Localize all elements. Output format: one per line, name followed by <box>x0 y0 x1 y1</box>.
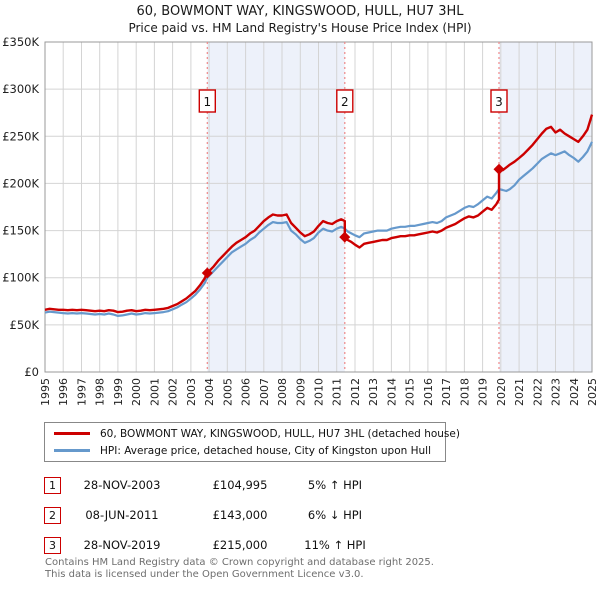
sale-marker <box>339 231 351 243</box>
y-axis-tick-label: £100K <box>2 271 39 285</box>
hpi-average-price-line <box>44 141 593 317</box>
x-axis-tick-label: 2014 <box>385 378 398 406</box>
x-axis-tick-label: 2005 <box>221 378 234 406</box>
sale-hpi-delta: 6% ↓ HPI <box>307 508 363 522</box>
price-history-chart: 1 2 3 £0 £50K £100K £150K £200K £250K £300K £350K 1… <box>2 35 599 406</box>
sale-hpi-delta: 11% ↑ HPI <box>304 538 366 552</box>
sale-number-box <box>490 89 508 113</box>
sale-price: £215,000 <box>212 538 268 552</box>
x-axis-tick-label: 2015 <box>404 378 417 406</box>
sale-number-badge: 1 <box>44 477 61 494</box>
x-axis-tick-label: 2018 <box>458 378 471 406</box>
x-axis-tick-label: 2013 <box>367 378 380 406</box>
x-axis-tick-label: 2021 <box>513 378 526 406</box>
x-axis-tick-label: 1995 <box>39 378 52 406</box>
x-axis-tick-label: 2004 <box>203 378 216 406</box>
legend-label: 60, BOWMONT WAY, KINGSWOOD, HULL, HU7 3H… <box>100 427 460 440</box>
footer-line-1: Contains HM Land Registry data © Crown c… <box>45 557 434 568</box>
y-axis-tick-label: £300K <box>2 82 39 96</box>
x-axis-tick-label: 1999 <box>112 378 125 406</box>
sale-price: £104,995 <box>212 478 268 492</box>
x-axis-tick-label: 2002 <box>167 378 180 406</box>
sale-number-box-label: 3 <box>495 95 503 109</box>
sale-marker <box>201 267 213 279</box>
hpi-shaded-band <box>499 42 592 372</box>
legend-swatch-property-line <box>54 432 90 435</box>
sale-row: 2 08-JUN-2011 £143,000 6% ↓ HPI <box>44 507 464 524</box>
chart-legend: 60, BOWMONT WAY, KINGSWOOD, HULL, HU7 3H… <box>44 422 460 462</box>
x-axis-tick-label: 2008 <box>276 378 289 406</box>
x-axis-tick-label: 2022 <box>531 378 544 406</box>
y-axis-tick-label: £0 <box>24 365 39 379</box>
x-axis-tick-label: 2011 <box>331 378 344 406</box>
footer-line-2: This data is licensed under the Open Gov… <box>45 568 364 580</box>
sale-number-box <box>336 89 354 113</box>
x-axis-tick-label: 2006 <box>240 378 253 406</box>
x-axis-tick-label: 2016 <box>422 378 435 406</box>
x-axis-tick-label: 2017 <box>440 378 453 406</box>
x-axis-tick-label: 2023 <box>550 378 563 406</box>
x-axis-tick-label: 1997 <box>76 378 89 406</box>
x-axis-tick-label: 1998 <box>94 378 107 406</box>
legend-item: HPI: Average price, detached house, City… <box>45 444 445 458</box>
sale-marker <box>493 163 505 175</box>
sale-date: 08-JUN-2011 <box>85 508 159 522</box>
legend-swatch-hpi-line <box>54 449 90 452</box>
sale-date: 28-NOV-2003 <box>83 478 161 492</box>
x-axis-tick-label: 2020 <box>495 378 508 406</box>
plot-frame <box>44 41 593 373</box>
y-axis-tick-label: £250K <box>2 129 39 143</box>
hpi-shaded-band <box>207 42 345 372</box>
x-axis-tick-label: 2019 <box>477 378 490 406</box>
x-axis-tick-label: 2025 <box>586 378 599 406</box>
x-axis-tick-label: 2000 <box>130 378 143 406</box>
x-axis-tick-label: 2012 <box>349 378 362 406</box>
sale-hpi-delta: 5% ↑ HPI <box>307 478 363 492</box>
x-axis-tick-label: 2024 <box>568 378 581 406</box>
sale-date: 28-NOV-2019 <box>83 538 161 552</box>
x-axis-tick-label: 2001 <box>148 378 161 406</box>
legend-label: HPI: Average price, detached house, City… <box>100 444 431 457</box>
x-axis-tick-label: 2010 <box>313 378 326 406</box>
sale-number-badge: 2 <box>44 507 61 524</box>
sale-row: 1 28-NOV-2003 £104,995 5% ↑ HPI <box>44 477 464 494</box>
page-title: 60, BOWMONT WAY, KINGSWOOD, HULL, HU7 3H… <box>136 4 464 19</box>
sale-number-box-label: 1 <box>203 95 211 109</box>
x-axis-tick-label: 2009 <box>294 378 307 406</box>
legend-item: 60, BOWMONT WAY, KINGSWOOD, HULL, HU7 3H… <box>45 427 460 441</box>
y-axis-tick-label: £200K <box>2 176 39 190</box>
page-subtitle: Price paid vs. HM Land Registry's House … <box>128 21 472 35</box>
sale-row: 3 28-NOV-2019 £215,000 11% ↑ HPI <box>44 537 464 554</box>
sale-number-badge: 3 <box>44 537 61 554</box>
x-axis-tick-label: 2007 <box>258 378 271 406</box>
license-footer: Contains HM Land Registry data © Crown c… <box>45 557 585 580</box>
y-axis-tick-label: £350K <box>2 35 39 49</box>
sale-price: £143,000 <box>212 508 268 522</box>
x-axis-tick-label: 1996 <box>57 378 70 406</box>
sale-number-box <box>198 89 217 113</box>
sale-number-box-label: 2 <box>341 95 349 109</box>
y-axis-tick-label: £50K <box>10 318 40 332</box>
y-axis-tick-label: £150K <box>2 224 39 238</box>
x-axis-tick-label: 2003 <box>185 378 198 406</box>
